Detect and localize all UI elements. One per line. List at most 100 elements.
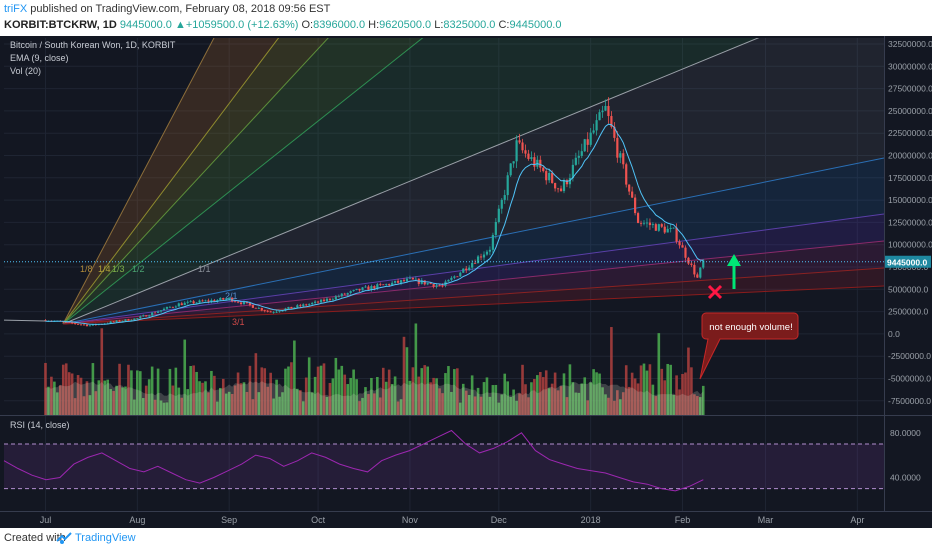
candle-body	[429, 283, 432, 285]
volume-bar	[687, 347, 690, 415]
candle-body	[174, 306, 177, 308]
volume-bar	[604, 394, 607, 415]
rsi-legend: RSI (14, close)	[10, 420, 70, 430]
candle-body	[195, 302, 198, 304]
close-value: 9445000.0	[509, 19, 562, 31]
volume-bar	[233, 385, 237, 415]
callout-text: not enough volume!	[709, 322, 792, 333]
candle-body	[361, 287, 364, 291]
candle-body	[79, 324, 83, 326]
candle-body	[607, 105, 610, 117]
volume-bar	[530, 382, 533, 415]
candle-body	[198, 300, 201, 303]
y-tick-label: 27500000.0	[888, 84, 932, 94]
open-label: O:	[301, 19, 314, 31]
volume-bar	[574, 392, 578, 415]
candle-body	[408, 277, 412, 279]
volume-bar	[636, 383, 640, 415]
volume-bar	[242, 382, 246, 415]
candle-body	[281, 310, 284, 312]
volume-bar	[192, 365, 195, 415]
candle-body	[376, 284, 379, 289]
volume-bar	[136, 370, 139, 415]
candle-body	[151, 312, 154, 316]
candle-body	[379, 284, 382, 285]
candle-body	[136, 318, 139, 319]
candle-body	[358, 288, 361, 291]
volume-bar	[657, 333, 661, 415]
candle-body	[399, 280, 403, 283]
candle-body	[471, 262, 474, 268]
volume-bar	[58, 385, 62, 415]
volume-bar	[239, 383, 243, 415]
volume-bar	[328, 382, 332, 415]
candle-body	[254, 307, 257, 309]
volume-bar	[218, 387, 222, 415]
candle-body	[601, 110, 604, 113]
volume-bar	[106, 379, 110, 415]
author-link[interactable]: triFX	[4, 3, 28, 15]
volume-bar	[684, 372, 687, 415]
volume-bar	[616, 390, 619, 415]
candle-body	[127, 319, 130, 321]
volume-bar	[221, 378, 225, 415]
x-tick-label: Apr	[850, 515, 864, 525]
candle-body	[438, 285, 441, 287]
candle-body	[222, 298, 225, 300]
volume-bar	[88, 395, 92, 415]
candle-body	[669, 227, 672, 229]
candle-body	[133, 318, 136, 321]
volume-bar	[562, 373, 566, 415]
volume-bar	[426, 366, 430, 415]
volume-bar	[580, 383, 584, 415]
candle-body	[239, 302, 243, 305]
volume-bar	[432, 377, 435, 415]
volume-bar	[171, 385, 175, 415]
volume-bar	[266, 386, 270, 415]
candle-body	[296, 305, 299, 308]
candle-body	[690, 263, 693, 265]
volume-bar	[500, 394, 504, 415]
candle-body	[512, 161, 515, 164]
y-tick-label: 32500000.0	[888, 39, 932, 49]
chart-area[interactable]: 1/8 1/4 1/3 1/2 1/1 2/1 3/1 not enough volume! B…	[0, 36, 932, 528]
volume-bar	[461, 383, 465, 415]
candle-body	[109, 321, 112, 324]
candle-body	[322, 299, 326, 302]
y-tick-label: 0.0	[888, 329, 900, 339]
low-value: 8325000.0	[443, 19, 496, 31]
candle-body	[648, 222, 652, 226]
volume-bar	[150, 366, 154, 415]
y-tick-label: 25000000.0	[888, 106, 932, 116]
candle-body	[68, 321, 71, 323]
volume-bar	[133, 399, 136, 415]
x-tick-label: Oct	[311, 515, 326, 525]
candle-body	[290, 306, 293, 309]
candle-body	[257, 307, 260, 309]
volume-bar	[100, 328, 104, 415]
volume-bar	[310, 392, 314, 415]
volume-bar	[524, 384, 527, 415]
candle-body	[352, 289, 355, 292]
candle-body	[177, 303, 180, 307]
candle-body	[589, 132, 592, 145]
volume-bar	[44, 362, 47, 415]
candle-body	[142, 315, 145, 317]
volume-bar	[565, 397, 569, 415]
tradingview-brand[interactable]: TradingView	[75, 532, 136, 544]
volume-bar	[420, 368, 424, 415]
cross-mark-icon	[707, 284, 723, 300]
ema-line	[45, 123, 704, 325]
chart-canvas[interactable]: 1/8 1/4 1/3 1/2 1/1 2/1 3/1 not enough volume! B…	[0, 36, 932, 528]
fan-ray	[62, 38, 329, 325]
volume-bar	[675, 375, 678, 415]
volume-bar	[399, 399, 403, 415]
volume-bar	[503, 373, 507, 415]
volume-bar	[186, 389, 190, 415]
candle-body	[414, 278, 417, 280]
volume-bar	[538, 371, 542, 415]
volume-bar	[319, 365, 323, 415]
volume-bar	[138, 371, 142, 415]
y-tick-label: 30000000.0	[888, 61, 932, 71]
candle-body	[681, 245, 684, 248]
